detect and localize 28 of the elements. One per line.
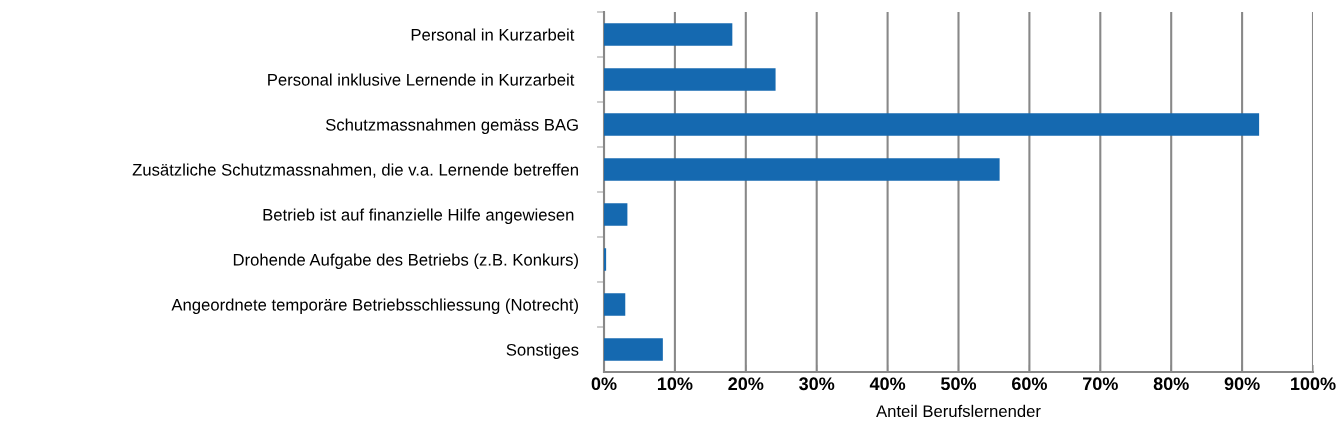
x-tick-label: 10%: [657, 377, 693, 391]
bar: [604, 293, 626, 316]
x-tick-label: 20%: [728, 377, 764, 391]
x-tick-label: 50%: [940, 377, 977, 391]
y-tick-label: Betrieb ist auf finanzielle Hilfe angewiesen: [263, 208, 574, 224]
bar: [604, 113, 1260, 136]
bar: [604, 338, 663, 361]
bar: [604, 68, 776, 91]
bar: [604, 158, 1000, 181]
bar: [604, 203, 628, 226]
x-tick-label: 60%: [1011, 377, 1047, 391]
bar: [604, 23, 733, 46]
y-tick-label: Schutzmassnahmen gemäss BAG: [325, 118, 578, 134]
bar: [604, 248, 607, 271]
y-tick-label: Angeordnete temporäre Betriebsschliessung (Notrecht): [171, 298, 578, 314]
x-tick-label: 30%: [799, 377, 835, 391]
x-axis-title: Anteil Berufslernender: [876, 404, 1041, 418]
x-tick-label: 100%: [1291, 377, 1336, 391]
x-tick-label: 0%: [591, 377, 617, 391]
y-tick-label: Drohende Aufgabe des Betriebs (z.B. Konkurs): [233, 253, 578, 269]
x-tick-label: 70%: [1083, 377, 1118, 391]
y-tick-label: Personal inklusive Lernende in Kurzarbeit: [268, 73, 575, 86]
y-tick-label: Personal in Kurzarbeit: [411, 28, 575, 41]
y-tick-label: Zusätzliche Schutzmassnahmen, die v.a. Lernende betreffen: [132, 163, 578, 178]
x-tick-label: 40%: [869, 377, 906, 391]
y-tick-label: Sonstiges: [506, 343, 579, 359]
x-tick-label: 90%: [1224, 377, 1260, 391]
x-tick-label: 80%: [1153, 377, 1189, 391]
